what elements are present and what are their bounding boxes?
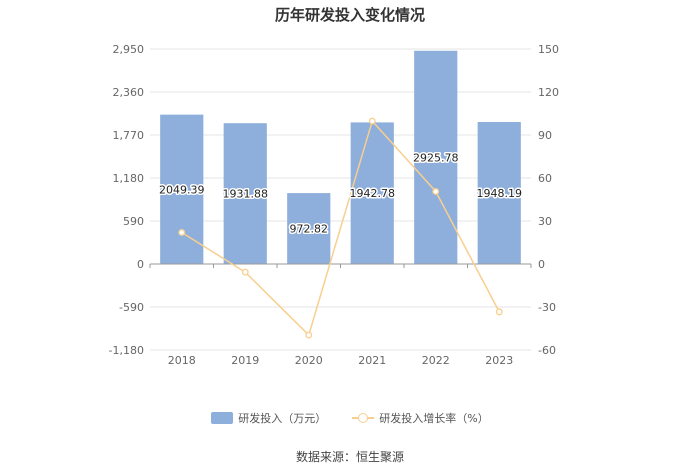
bar	[414, 50, 458, 265]
y-left-tick-label: 1,180	[113, 172, 145, 185]
y-left-tick-label: 1,770	[113, 129, 145, 142]
growth-point	[368, 117, 376, 125]
bar-data-label: 1942.78	[350, 187, 396, 200]
growth-point	[178, 229, 186, 236]
bar-data-label: 1948.19	[477, 187, 523, 200]
y-right-tick-label: -30	[538, 301, 556, 314]
bar-data-label: 1931.88	[223, 188, 269, 201]
bar	[287, 193, 331, 264]
bar-data-label: 2925.78	[413, 151, 459, 164]
y-left-tick-label: 0	[137, 258, 144, 271]
y-right-tick-label: 30	[538, 215, 552, 228]
y-right-tick-label: 120	[538, 86, 559, 99]
x-tick-label: 2019	[231, 354, 259, 367]
y-left-tick-label: -1,180	[109, 344, 144, 357]
legend-bar-label: 研发投入（万元）	[238, 412, 327, 425]
growth-point	[495, 308, 503, 316]
x-tick-label: 2018	[168, 354, 196, 367]
y-right-tick-label: 150	[538, 43, 559, 56]
y-left-tick-label: 590	[123, 215, 144, 228]
bar	[160, 114, 204, 264]
bar	[350, 122, 394, 264]
x-tick-label: 2020	[295, 354, 323, 367]
y-left-tick-label: 2,360	[113, 86, 145, 99]
x-tick-label: 2023	[485, 354, 513, 367]
legend-item-bar[interactable]: 研发投入（万元）	[211, 410, 326, 426]
bar-data-label: 2049.39	[159, 183, 205, 196]
y-left-tick-label: 2,950	[113, 43, 145, 56]
data-source: 数据来源：恒生聚源	[295, 450, 404, 464]
bar	[223, 123, 267, 264]
x-tick-label: 2021	[358, 354, 386, 367]
y-right-tick-label: 90	[538, 129, 552, 142]
y-left-tick-label: -590	[119, 301, 144, 314]
growth-point	[432, 188, 440, 195]
x-tick-label: 2022	[422, 354, 450, 367]
y-right-tick-label: 60	[538, 172, 552, 185]
legend-line-label: 研发投入增长率（%）	[379, 412, 489, 425]
y-right-tick-label: -60	[538, 344, 556, 357]
bar	[477, 122, 521, 264]
legend-bar-swatch	[211, 412, 234, 424]
growth-point	[305, 331, 313, 339]
legend-line-swatch	[352, 412, 375, 424]
y-right-tick-label: 0	[538, 258, 545, 271]
bar-data-label: 972.82	[290, 223, 329, 236]
legend-item-line[interactable]: 研发投入增长率（%）	[352, 410, 489, 426]
legend: 研发投入（万元） 研发投入增长率（%）	[0, 410, 700, 426]
growth-point	[241, 268, 249, 276]
growth-line	[181, 119, 500, 337]
chart-title: 历年研发投入变化情况	[274, 6, 425, 24]
